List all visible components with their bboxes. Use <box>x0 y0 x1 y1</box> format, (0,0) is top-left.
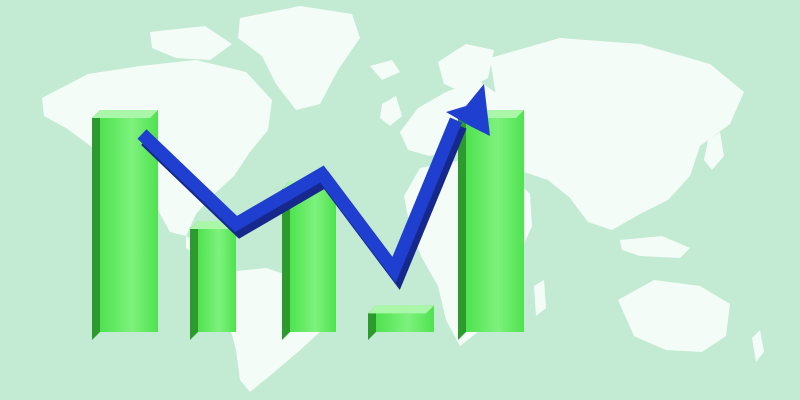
bar-5 <box>458 110 524 340</box>
map-arctic-islands <box>150 26 232 60</box>
trend-arrow-head <box>446 84 490 136</box>
bar-4-top <box>368 305 434 314</box>
trend-arrow-icon <box>137 84 490 291</box>
bar-2 <box>190 221 236 340</box>
bar-2-front <box>198 221 236 332</box>
map-australia <box>618 280 730 352</box>
map-scandinavia <box>438 44 494 92</box>
map-asia <box>490 38 744 230</box>
map-new-zealand <box>752 330 764 362</box>
map-madagascar <box>534 280 546 316</box>
trend-arrow-line <box>137 117 463 284</box>
bar-4-side <box>368 305 376 340</box>
bar-1-top <box>92 110 158 118</box>
bar-2-side <box>190 221 198 340</box>
map-sea-islands <box>620 236 690 258</box>
bar-4 <box>368 305 434 340</box>
map-japan <box>704 132 724 170</box>
map-british-isles <box>380 96 402 126</box>
map-iceland <box>370 60 400 80</box>
map-greenland <box>238 6 360 110</box>
bar-5-side <box>458 110 466 340</box>
bar-3-side <box>282 181 290 340</box>
bar-5-front <box>466 110 524 332</box>
bar-3-front <box>290 181 336 332</box>
bar-1-side <box>92 110 100 340</box>
